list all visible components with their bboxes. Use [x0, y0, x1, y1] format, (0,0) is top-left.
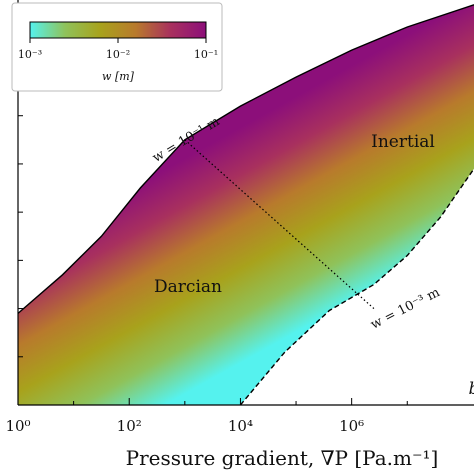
x-ticks: 10⁰ 10² 10⁴ 10⁶	[5, 398, 408, 435]
colorbar-ticks: 10⁻³ 10⁻² 10⁻¹	[18, 38, 218, 61]
colorbar-tick-label: 10⁻²	[106, 48, 130, 61]
colorbar-tick-label: 10⁻³	[18, 48, 42, 61]
x-tick-label: 10⁴	[228, 417, 253, 435]
colorbar-tick-label: 10⁻¹	[194, 48, 218, 61]
curve-w-1e-1	[18, 4, 474, 314]
axes: 10⁰ 10² 10⁴ 10⁶ Pressure gradient, ∇P [Pa.m…	[5, 0, 474, 470]
x-tick-label: 10⁰	[5, 417, 30, 435]
region-label-inertial: Inertial	[371, 132, 435, 152]
x-tick-label: 10²	[117, 417, 142, 435]
x-tick-label: 10⁶	[339, 417, 364, 435]
colorbar-label: w [m]	[102, 70, 135, 83]
colorbar-strip	[29, 21, 207, 39]
curve-label-w-1e-3: w = 10⁻³ m	[368, 285, 442, 333]
edge-label: b	[469, 379, 474, 399]
x-axis-title: Pressure gradient, ∇P [Pa.m⁻¹]	[126, 446, 439, 470]
w-region-fill	[18, 4, 474, 405]
curve-w-1e-3	[239, 168, 474, 405]
region-label-darcian: Darcian	[154, 277, 222, 297]
colorbar: 10⁻³ 10⁻² 10⁻¹ w [m]	[11, 2, 223, 92]
